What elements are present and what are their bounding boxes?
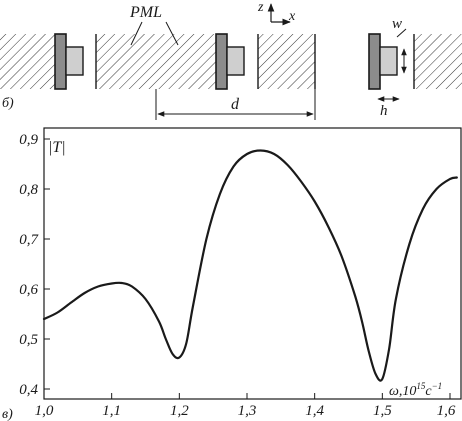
pml-region-left (0, 34, 55, 89)
x-tick-label: 1,6 (437, 403, 456, 419)
x-tick-group: 1,0 1,1 1,2 1,3 1,4 1,5 1,6 (35, 393, 456, 419)
y-tick-group: 0,4 0,5 0,6 0,7 0,8 0,9 (19, 132, 50, 398)
x-axis-label: ω,1015c−1 (389, 381, 442, 399)
axis-x-label: x (288, 9, 296, 24)
y-tick-label: 0,9 (19, 132, 38, 148)
y-tick-label: 0,7 (19, 232, 39, 248)
plate-with-stub (215, 33, 245, 90)
pml-region-center-right (258, 34, 315, 89)
x-tick-label: 1,5 (373, 403, 392, 419)
plot-frame (43, 127, 462, 400)
y-tick-label: 0,6 (19, 282, 38, 298)
dimension-h-label: h (380, 103, 388, 119)
plate-with-stub (368, 33, 398, 90)
pml-label: PML (129, 4, 162, 21)
pml-region-right (414, 34, 462, 89)
pml-region-center-left (96, 34, 216, 89)
transmission-chart: 1,0 1,1 1,2 1,3 1,4 1,5 1,6 0,4 0,5 0,6 0,7 0,8 0,9… (2, 127, 462, 421)
x-tick-label: 1,3 (238, 403, 257, 419)
pml-leader (165, 21, 179, 46)
x-tick-label: 1,1 (102, 403, 121, 419)
y-tick-label: 0,4 (19, 382, 38, 398)
pml-leader (130, 21, 143, 46)
panel-label-b: б) (2, 96, 14, 111)
dimension-w-leader (396, 28, 407, 38)
axis-z-label: z (257, 0, 264, 15)
dimension-w-label: w (392, 16, 402, 32)
waveguide-schematic: PML z x d w h б) (0, 0, 462, 120)
x-axis-label-exp: 15 (416, 381, 426, 391)
x-axis-label-unit-exp: −1 (432, 381, 443, 391)
x-axis-label-unit: c (425, 384, 432, 399)
x-axis-label-base: ω,10 (389, 384, 416, 399)
y-tick-label: 0,5 (19, 332, 38, 348)
plate-with-stub (54, 33, 84, 90)
y-axis-label: |T| (48, 139, 66, 156)
series-point-group (43, 150, 458, 381)
x-tick-label: 1,0 (35, 403, 54, 419)
panel-label-v: в) (2, 407, 13, 421)
x-tick-label: 1,2 (170, 403, 189, 419)
dimension-d-label: d (231, 96, 240, 113)
x-tick-label: 1,4 (305, 403, 324, 419)
series-line (42, 149, 458, 382)
y-tick-label: 0,8 (19, 182, 38, 198)
